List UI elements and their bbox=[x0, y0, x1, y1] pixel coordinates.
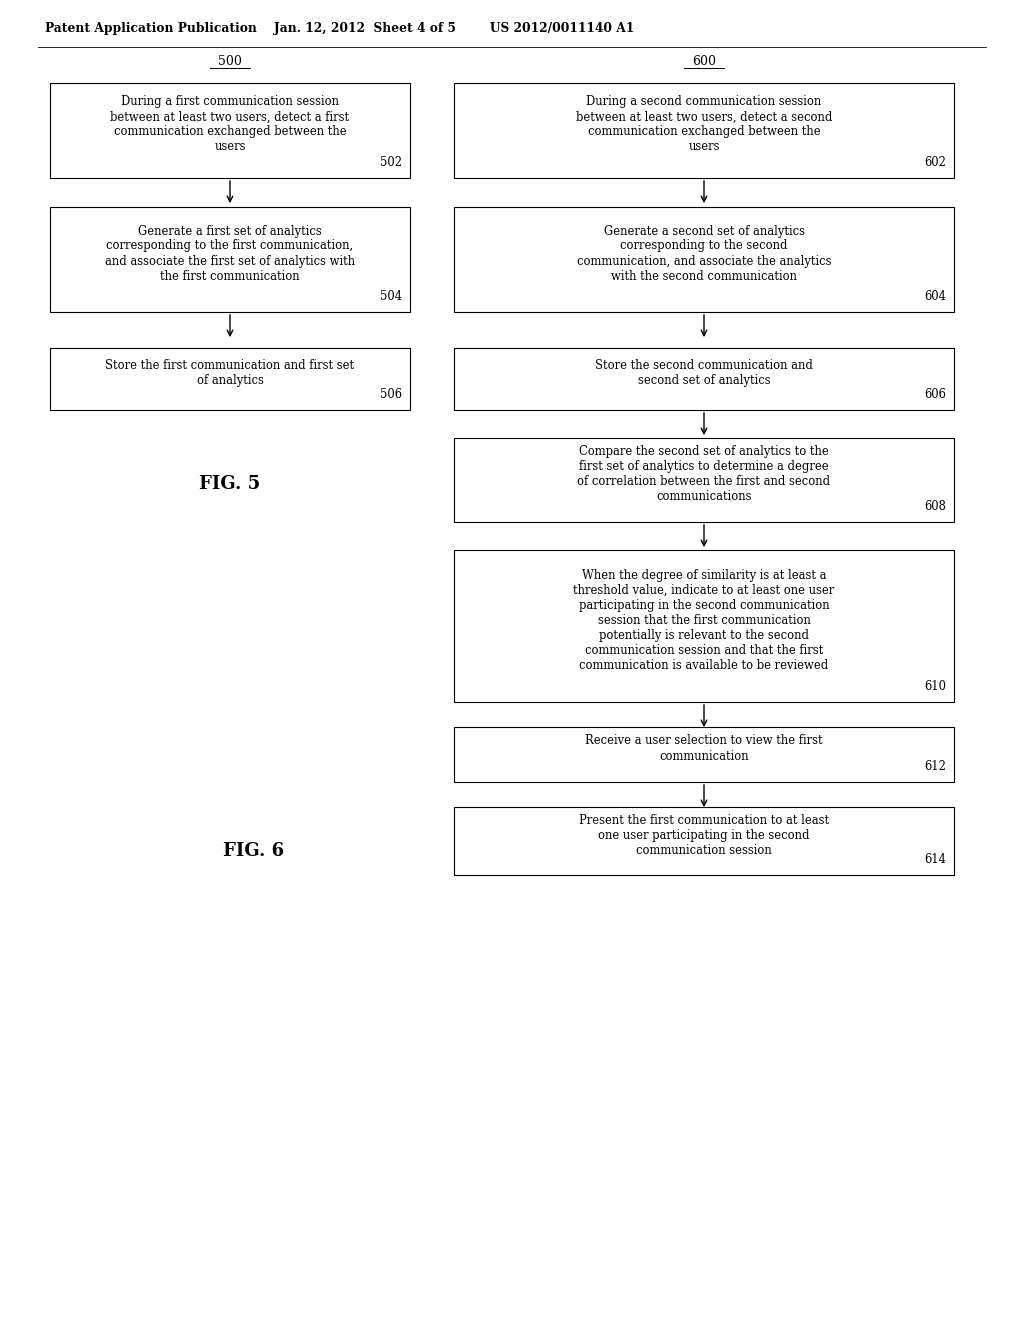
Text: 502: 502 bbox=[380, 156, 402, 169]
Text: Store the first communication and first set
of analytics: Store the first communication and first … bbox=[105, 359, 354, 387]
FancyBboxPatch shape bbox=[50, 348, 410, 411]
Text: Present the first communication to at least
one user participating in the second: Present the first communication to at le… bbox=[579, 813, 829, 857]
Text: Store the second communication and
second set of analytics: Store the second communication and secon… bbox=[595, 359, 813, 387]
Text: Receive a user selection to view the first
communication: Receive a user selection to view the fir… bbox=[585, 734, 823, 763]
Text: 600: 600 bbox=[692, 55, 716, 69]
Text: When the degree of similarity is at least a
threshold value, indicate to at leas: When the degree of similarity is at leas… bbox=[573, 569, 835, 672]
Text: Generate a second set of analytics
corresponding to the second
communication, an: Generate a second set of analytics corre… bbox=[577, 224, 831, 282]
Text: Generate a first set of analytics
corresponding to the first communication,
and : Generate a first set of analytics corres… bbox=[104, 224, 355, 282]
FancyBboxPatch shape bbox=[454, 807, 954, 875]
Text: 500: 500 bbox=[218, 55, 242, 69]
Text: FIG. 6: FIG. 6 bbox=[223, 842, 285, 861]
Text: 606: 606 bbox=[924, 388, 946, 401]
Text: 608: 608 bbox=[924, 500, 946, 513]
Text: 504: 504 bbox=[380, 290, 402, 304]
Text: Compare the second set of analytics to the
first set of analytics to determine a: Compare the second set of analytics to t… bbox=[578, 445, 830, 503]
Text: 506: 506 bbox=[380, 388, 402, 401]
FancyBboxPatch shape bbox=[454, 348, 954, 411]
Text: Patent Application Publication    Jan. 12, 2012  Sheet 4 of 5        US 2012/001: Patent Application Publication Jan. 12, … bbox=[45, 22, 634, 36]
Text: 614: 614 bbox=[924, 853, 946, 866]
FancyBboxPatch shape bbox=[454, 550, 954, 702]
FancyBboxPatch shape bbox=[454, 727, 954, 781]
Text: 604: 604 bbox=[924, 290, 946, 304]
Text: 602: 602 bbox=[924, 156, 946, 169]
Text: 612: 612 bbox=[924, 760, 946, 774]
Text: 610: 610 bbox=[924, 680, 946, 693]
FancyBboxPatch shape bbox=[454, 438, 954, 521]
Text: FIG. 5: FIG. 5 bbox=[200, 475, 261, 492]
Text: During a first communication session
between at least two users, detect a first
: During a first communication session bet… bbox=[111, 95, 349, 153]
FancyBboxPatch shape bbox=[454, 207, 954, 312]
FancyBboxPatch shape bbox=[50, 207, 410, 312]
FancyBboxPatch shape bbox=[454, 83, 954, 178]
FancyBboxPatch shape bbox=[50, 83, 410, 178]
Text: During a second communication session
between at least two users, detect a secon: During a second communication session be… bbox=[575, 95, 833, 153]
